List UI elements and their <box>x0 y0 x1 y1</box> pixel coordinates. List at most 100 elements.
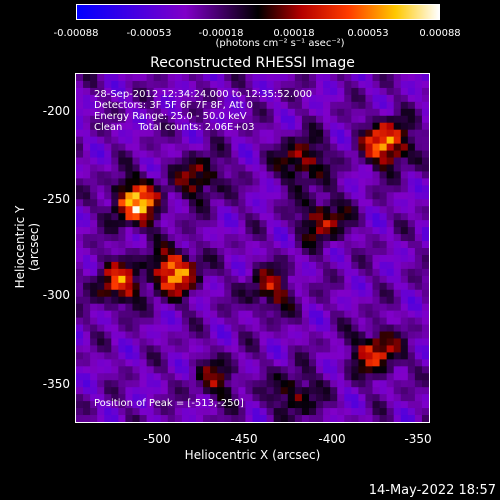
heatmap-cell <box>238 303 246 312</box>
heatmap-cell <box>400 129 409 138</box>
heatmap-cell <box>372 317 381 326</box>
heatmap-cell <box>217 366 225 374</box>
heatmap-cell <box>421 408 429 416</box>
heatmap-cell <box>287 157 296 165</box>
heatmap-cell <box>104 324 112 333</box>
heatmap-cell <box>174 115 183 124</box>
heatmap-cell <box>188 296 197 305</box>
heatmap-cell <box>210 171 218 179</box>
heatmap-cell <box>210 289 218 298</box>
heatmap-cell <box>76 289 84 298</box>
heatmap-cell <box>351 408 359 416</box>
heatmap-cell <box>238 220 246 228</box>
heatmap-cell <box>90 143 98 152</box>
heatmap-cell <box>111 373 119 381</box>
heatmap-cell <box>76 150 84 159</box>
heatmap-cell <box>287 331 296 339</box>
heatmap-cell <box>273 80 282 89</box>
heatmap-cell <box>90 338 98 346</box>
heatmap-cell <box>280 192 289 200</box>
heatmap-cell <box>301 261 310 270</box>
heatmap-cell <box>167 324 176 333</box>
heatmap-cell <box>245 268 253 277</box>
heatmap-cell <box>167 122 176 131</box>
heatmap-cell <box>358 199 366 207</box>
heatmap-cell <box>118 387 126 395</box>
heatmap-cell <box>407 366 416 374</box>
heatmap-cell <box>330 359 338 367</box>
heatmap-cell <box>316 157 324 165</box>
heatmap-cell <box>97 164 105 172</box>
heatmap-cell <box>196 317 204 326</box>
heatmap-cell <box>344 164 352 172</box>
heatmap-cell <box>337 352 345 360</box>
heatmap-cell <box>414 345 423 353</box>
heatmap-cell <box>358 150 366 159</box>
heatmap-cell <box>139 268 148 277</box>
heatmap-cell <box>125 185 133 193</box>
heatmap-cell <box>203 122 211 131</box>
heatmap-cell <box>118 415 126 422</box>
heatmap-cell <box>287 324 296 333</box>
heatmap-cell <box>125 380 133 388</box>
heatmap-cell <box>210 206 218 214</box>
heatmap-cell <box>125 171 133 179</box>
heatmap-cell <box>174 136 183 145</box>
heatmap-cell <box>294 157 303 165</box>
heatmap-cell <box>266 268 275 277</box>
heatmap-cell <box>379 331 388 339</box>
heatmap-cell <box>407 331 416 339</box>
heatmap-cell <box>330 401 338 409</box>
heatmap-cell <box>393 206 402 214</box>
heatmap-cell <box>125 206 133 214</box>
heatmap-cell <box>344 136 352 145</box>
heatmap-cell <box>139 296 148 305</box>
heatmap-cell <box>118 352 126 360</box>
heatmap-cell <box>160 185 169 193</box>
heatmap-cell <box>414 352 423 360</box>
heatmap-cell <box>83 338 91 346</box>
heatmap-cell <box>414 171 423 179</box>
heatmap-cell <box>111 143 119 152</box>
heatmap-cell <box>97 373 105 381</box>
heatmap-cell <box>273 289 282 298</box>
heatmap-cell <box>351 136 359 145</box>
heatmap-cell <box>400 387 409 395</box>
heatmap-cell <box>76 185 84 193</box>
heatmap-cell <box>97 171 105 179</box>
heatmap-cell <box>323 261 331 270</box>
heatmap-cell <box>337 408 345 416</box>
heatmap-cell <box>231 248 239 256</box>
heatmap-cell <box>174 359 183 367</box>
heatmap-cell <box>414 282 423 291</box>
heatmap-cell <box>301 164 310 172</box>
heatmap-cell <box>294 359 303 367</box>
heatmap-cell <box>153 408 162 416</box>
heatmap-cell <box>153 108 162 117</box>
heatmap-cell <box>379 101 388 110</box>
heatmap-cell <box>90 80 98 89</box>
heatmap-cell <box>83 366 91 374</box>
heatmap-cell <box>174 206 183 214</box>
heatmap-cell <box>210 324 218 333</box>
heatmap-cell <box>414 185 423 193</box>
energy-range-text: Energy Range: 25.0 - 50.0 keV <box>94 111 247 122</box>
heatmap-cell <box>379 220 388 228</box>
heatmap-cell <box>196 296 204 305</box>
heatmap-cell <box>245 408 253 416</box>
heatmap-cell <box>308 289 317 298</box>
heatmap-cell <box>146 310 155 319</box>
heatmap-cell <box>97 192 105 200</box>
heatmap-cell <box>407 178 416 186</box>
heatmap-cell <box>421 87 429 96</box>
heatmap-cell <box>379 129 388 138</box>
heatmap-cell <box>358 129 366 138</box>
heatmap-cell <box>372 171 381 179</box>
heatmap-cell <box>414 338 423 346</box>
heatmap-cell <box>330 227 338 235</box>
heatmap-cell <box>111 241 119 249</box>
heatmap-cell <box>301 331 310 339</box>
heatmap-cell <box>153 115 162 124</box>
heatmap-cell <box>231 164 239 172</box>
heatmap-cell <box>76 324 84 333</box>
